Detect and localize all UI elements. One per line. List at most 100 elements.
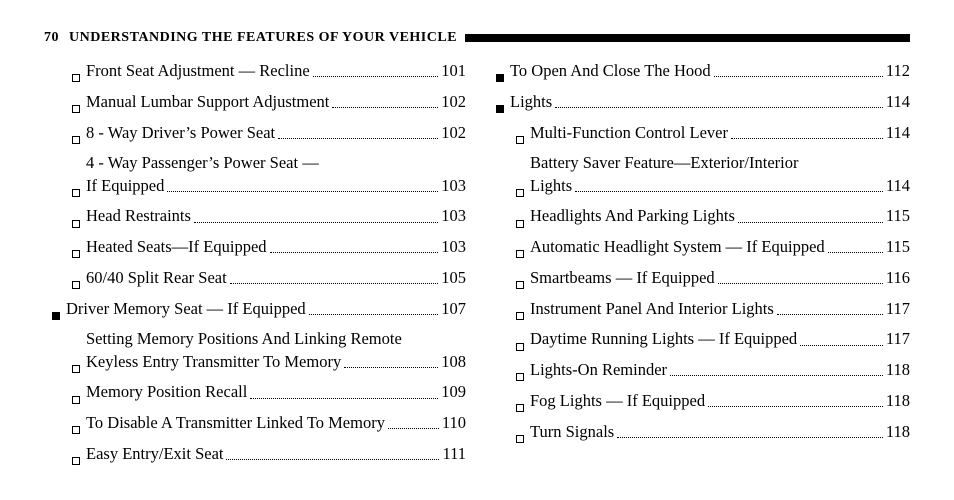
toc-leader bbox=[332, 107, 438, 108]
toc-entry-page: 114 bbox=[886, 122, 910, 144]
toc-entry-page: 101 bbox=[441, 60, 466, 82]
toc-entry-label: Battery Saver Feature—Exterior/Interior bbox=[530, 152, 910, 174]
toc-entry-page: 116 bbox=[886, 267, 910, 289]
toc-entry-page: 108 bbox=[441, 351, 466, 373]
toc-entry: Lights114 bbox=[496, 91, 910, 113]
toc-entry-body: Setting Memory Positions And Linking Rem… bbox=[86, 328, 466, 373]
toc-entry-body: Fog Lights — If Equipped 118 bbox=[530, 390, 910, 412]
toc-entry: Fog Lights — If Equipped 118 bbox=[516, 390, 910, 412]
bullet-hollow-icon bbox=[72, 393, 86, 404]
toc-entry-page: 103 bbox=[441, 175, 466, 197]
toc-entry-body: 4 - Way Passenger’s Power Seat —If Equip… bbox=[86, 152, 466, 197]
toc-entry-label: To Disable A Transmitter Linked To Memor… bbox=[86, 412, 385, 434]
toc-leader bbox=[194, 222, 438, 223]
toc-leader bbox=[278, 138, 438, 139]
toc-entry-body: Lights114 bbox=[510, 91, 910, 113]
section-title: UNDERSTANDING THE FEATURES OF YOUR VEHIC… bbox=[69, 30, 457, 46]
bullet-hollow-icon bbox=[516, 370, 530, 381]
bullet-hollow-icon bbox=[516, 133, 530, 144]
toc-leader bbox=[718, 283, 883, 284]
toc-leader bbox=[167, 191, 438, 192]
bullet-hollow-icon bbox=[516, 401, 530, 412]
toc-entry-body: Head Restraints103 bbox=[86, 205, 466, 227]
bullet-hollow-icon bbox=[72, 71, 86, 82]
toc-entry: 8 - Way Driver’s Power Seat102 bbox=[72, 122, 466, 144]
toc-leader bbox=[777, 314, 883, 315]
bullet-hollow-icon bbox=[516, 247, 530, 258]
toc-leader bbox=[731, 138, 883, 139]
toc-leader bbox=[344, 367, 438, 368]
toc-entry-body: Lights-On Reminder118 bbox=[530, 359, 910, 381]
toc-entry-label: Headlights And Parking Lights bbox=[530, 205, 735, 227]
toc-leader bbox=[670, 375, 883, 376]
toc-entry-label: Keyless Entry Transmitter To Memory bbox=[86, 351, 341, 373]
toc-entry-body: Front Seat Adjustment — Recline101 bbox=[86, 60, 466, 82]
toc-entry: Headlights And Parking Lights 115 bbox=[516, 205, 910, 227]
toc-entry: Smartbeams — If Equipped 116 bbox=[516, 267, 910, 289]
toc-entry-body: 8 - Way Driver’s Power Seat102 bbox=[86, 122, 466, 144]
toc-entry-label: Memory Position Recall bbox=[86, 381, 247, 403]
toc-leader bbox=[270, 252, 439, 253]
toc-entry-page: 114 bbox=[886, 175, 910, 197]
toc-entry-label: Instrument Panel And Interior Lights bbox=[530, 298, 774, 320]
toc-entry: To Open And Close The Hood112 bbox=[496, 60, 910, 82]
toc-entry-page: 110 bbox=[442, 412, 466, 434]
toc-entry: Setting Memory Positions And Linking Rem… bbox=[72, 328, 466, 373]
toc-entry-page: 111 bbox=[442, 443, 466, 465]
toc-entry-body: Instrument Panel And Interior Lights117 bbox=[530, 298, 910, 320]
bullet-hollow-icon bbox=[72, 278, 86, 289]
bullet-hollow-icon bbox=[72, 362, 86, 373]
toc-entry-body: Headlights And Parking Lights 115 bbox=[530, 205, 910, 227]
toc-entry-label: Daytime Running Lights — If Equipped bbox=[530, 328, 797, 350]
toc-leader bbox=[309, 314, 439, 315]
toc-entry: Turn Signals 118 bbox=[516, 421, 910, 443]
header-rule bbox=[465, 34, 910, 42]
bullet-hollow-icon bbox=[516, 309, 530, 320]
toc-entry: Driver Memory Seat — If Equipped107 bbox=[52, 298, 466, 320]
toc-entry: 4 - Way Passenger’s Power Seat —If Equip… bbox=[72, 152, 466, 197]
bullet-hollow-icon bbox=[72, 102, 86, 113]
toc-leader bbox=[714, 76, 883, 77]
toc-entry-page: 118 bbox=[886, 421, 910, 443]
toc-entry-label: Smartbeams — If Equipped bbox=[530, 267, 715, 289]
toc-entry-label: Turn Signals bbox=[530, 421, 614, 443]
page-number: 70 bbox=[44, 30, 59, 46]
toc-leader bbox=[250, 398, 438, 399]
toc-leader bbox=[617, 437, 883, 438]
toc-entry: Lights-On Reminder118 bbox=[516, 359, 910, 381]
toc-entry-page: 115 bbox=[886, 205, 910, 227]
toc-entry-label: Lights bbox=[530, 175, 572, 197]
bullet-hollow-icon bbox=[516, 432, 530, 443]
toc-entry: Instrument Panel And Interior Lights117 bbox=[516, 298, 910, 320]
toc-left-column: Front Seat Adjustment — Recline101 Manual… bbox=[44, 60, 466, 474]
page-header: 70 UNDERSTANDING THE FEATURES OF YOUR VE… bbox=[44, 30, 910, 46]
bullet-hollow-icon bbox=[72, 186, 86, 197]
toc-entry-page: 118 bbox=[886, 390, 910, 412]
bullet-solid-icon bbox=[496, 102, 510, 113]
toc-entry-page: 117 bbox=[886, 328, 910, 350]
toc-entry: Heated Seats—If Equipped103 bbox=[72, 236, 466, 258]
toc-entry-label: Fog Lights — If Equipped bbox=[530, 390, 705, 412]
toc-entry-body: Daytime Running Lights — If Equipped 117 bbox=[530, 328, 910, 350]
toc-entry-label: Automatic Headlight System — If Equipped bbox=[530, 236, 825, 258]
bullet-hollow-icon bbox=[72, 217, 86, 228]
toc-entry-label: Lights-On Reminder bbox=[530, 359, 667, 381]
toc-leader bbox=[313, 76, 439, 77]
toc-entry-label: Manual Lumbar Support Adjustment bbox=[86, 91, 329, 113]
toc-entry-body: Turn Signals 118 bbox=[530, 421, 910, 443]
toc-entry-page: 102 bbox=[441, 122, 466, 144]
toc-leader bbox=[575, 191, 883, 192]
toc-entry-label: 4 - Way Passenger’s Power Seat — bbox=[86, 152, 466, 174]
toc-entry-body: Heated Seats—If Equipped103 bbox=[86, 236, 466, 258]
toc-entry-body: Manual Lumbar Support Adjustment102 bbox=[86, 91, 466, 113]
toc-columns: Front Seat Adjustment — Recline101 Manual… bbox=[44, 60, 910, 474]
toc-entry-body: Easy Entry/Exit Seat 111 bbox=[86, 443, 466, 465]
toc-entry-label: Easy Entry/Exit Seat bbox=[86, 443, 223, 465]
toc-entry-body: Battery Saver Feature—Exterior/InteriorL… bbox=[530, 152, 910, 197]
toc-entry-page: 105 bbox=[441, 267, 466, 289]
bullet-hollow-icon bbox=[72, 454, 86, 465]
toc-entry: Front Seat Adjustment — Recline101 bbox=[72, 60, 466, 82]
toc-entry-label: 60/40 Split Rear Seat bbox=[86, 267, 227, 289]
toc-entry-body: To Disable A Transmitter Linked To Memor… bbox=[86, 412, 466, 434]
toc-leader bbox=[555, 107, 883, 108]
